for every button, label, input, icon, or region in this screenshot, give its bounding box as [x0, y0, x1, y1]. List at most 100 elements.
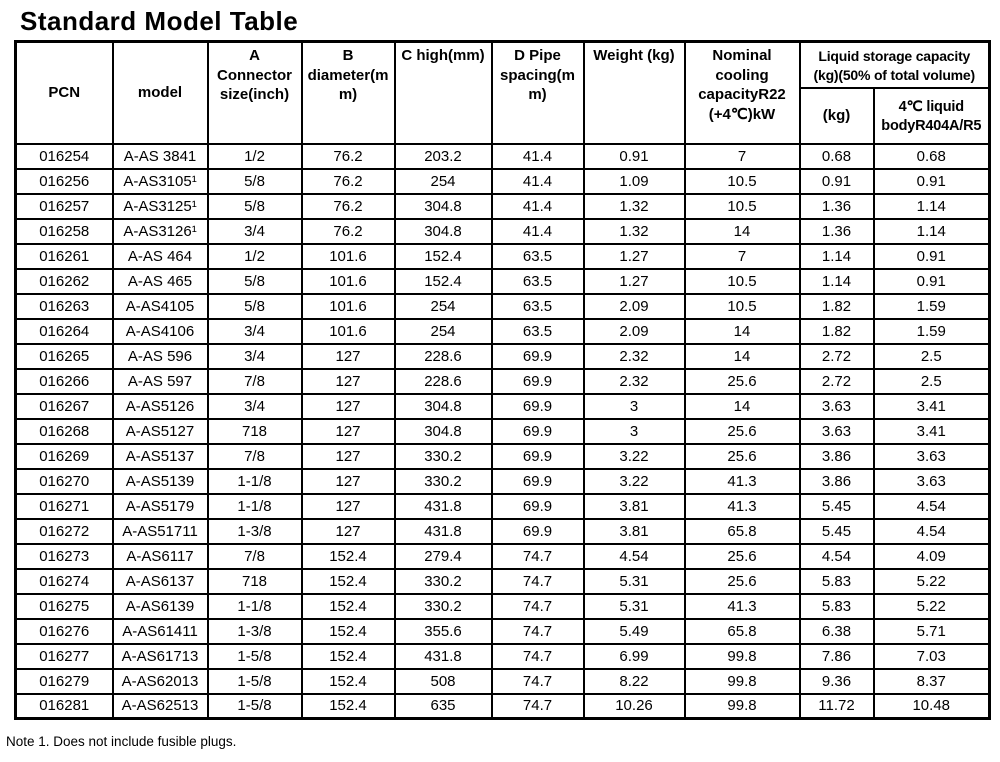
table-cell: 41.3: [683, 492, 801, 520]
table-cell: 101.6: [300, 292, 396, 320]
table-cell: 5.22: [872, 592, 991, 620]
table-cell: 14: [683, 217, 801, 245]
table-cell: 016273: [14, 542, 114, 570]
table-cell: 76.2: [300, 167, 396, 195]
table-cell: 74.7: [490, 692, 585, 720]
table-cell: 1.27: [582, 267, 686, 295]
table-cell: 016265: [14, 342, 114, 370]
table-cell: 0.68: [798, 142, 875, 170]
table-cell: 1.14: [798, 242, 875, 270]
table-cell: A-AS 597: [111, 367, 209, 395]
table-cell: 1.32: [582, 192, 686, 220]
table-cell: 016271: [14, 492, 114, 520]
table-cell: 718: [206, 417, 303, 445]
col-header-liquid-4c-body: 4℃ liquid bodyR404A/R5: [872, 86, 991, 145]
table-cell: 127: [300, 392, 396, 420]
table-cell: 5.22: [872, 567, 991, 595]
table-cell: 7/8: [206, 367, 303, 395]
table-row: 016261 A-AS 464 1/2 101.6 152.4 63.5 1.27 7 1.14…: [14, 242, 991, 270]
table-cell: 1-5/8: [206, 667, 303, 695]
table-cell: 101.6: [300, 267, 396, 295]
table-cell: 016262: [14, 267, 114, 295]
table-cell: 152.4: [300, 542, 396, 570]
table-cell: 1.36: [798, 192, 875, 220]
table-cell: A-AS 465: [111, 267, 209, 295]
table-cell: 330.2: [393, 567, 493, 595]
table-cell: 1.14: [872, 192, 991, 220]
col-header-pipe-spacing: D Pipe spacing(m m): [490, 40, 585, 145]
table-cell: 1.32: [582, 217, 686, 245]
table-cell: 41.4: [490, 142, 585, 170]
table-cell: 152.4: [300, 617, 396, 645]
table-cell: 4.09: [872, 542, 991, 570]
table-cell: 2.72: [798, 367, 875, 395]
table-cell: 016268: [14, 417, 114, 445]
table-cell: 65.8: [683, 617, 801, 645]
table-cell: A-AS4106: [111, 317, 209, 345]
table-cell: 1-1/8: [206, 492, 303, 520]
table-cell: 10.5: [683, 292, 801, 320]
col-header-pcn: PCN: [14, 40, 114, 145]
table-cell: A-AS4105: [111, 292, 209, 320]
table-cell: 127: [300, 417, 396, 445]
table-cell: 101.6: [300, 242, 396, 270]
table-cell: 69.9: [490, 517, 585, 545]
table-cell: 016281: [14, 692, 114, 720]
table-cell: 10.5: [683, 192, 801, 220]
table-row: 016267 A-AS5126 3/4 127 304.8 69.9 3 14 3.63 3.41: [14, 392, 991, 420]
table-cell: 152.4: [300, 592, 396, 620]
table-cell: 4.54: [798, 542, 875, 570]
col-header-height: C high(mm): [393, 40, 493, 145]
table-cell: 5/8: [206, 192, 303, 220]
table-cell: 63.5: [490, 292, 585, 320]
table-cell: 76.2: [300, 142, 396, 170]
table-cell: 14: [683, 392, 801, 420]
table-cell: 41.3: [683, 592, 801, 620]
table-cell: 10.48: [872, 692, 991, 720]
table-cell: 152.4: [300, 692, 396, 720]
table-cell: 69.9: [490, 392, 585, 420]
table-row: 016256 A-AS3105¹ 5/8 76.2 254 41.4 1.09 10.5 0.9…: [14, 167, 991, 195]
table-cell: 127: [300, 467, 396, 495]
table-cell: 69.9: [490, 417, 585, 445]
table-cell: 431.8: [393, 642, 493, 670]
table-cell: 2.32: [582, 367, 686, 395]
table-cell: 1-5/8: [206, 642, 303, 670]
table-cell: 152.4: [300, 567, 396, 595]
table-cell: 3/4: [206, 392, 303, 420]
table-cell: 3.81: [582, 492, 686, 520]
table-row: 016265 A-AS 596 3/4 127 228.6 69.9 2.32 14 2.72 2…: [14, 342, 991, 370]
table-cell: 718: [206, 567, 303, 595]
table-cell: A-AS62013: [111, 667, 209, 695]
table-cell: 14: [683, 317, 801, 345]
header-row-2: (kg) 4℃ liquid bodyR404A/R5: [16, 86, 991, 145]
table-cell: 330.2: [393, 467, 493, 495]
table-cell: 016254: [14, 142, 114, 170]
table-cell: A-AS5137: [111, 442, 209, 470]
table-row: 016272 A-AS51711 1-3/8 127 431.8 69.9 3.81 65.8…: [14, 517, 991, 545]
table-cell: 330.2: [393, 592, 493, 620]
table-cell: 3/4: [206, 317, 303, 345]
page-title: Standard Model Table: [20, 6, 299, 36]
table-cell: 74.7: [490, 617, 585, 645]
table-cell: 63.5: [490, 317, 585, 345]
table-cell: 41.4: [490, 217, 585, 245]
table-cell: 14: [683, 342, 801, 370]
table-cell: 5.31: [582, 592, 686, 620]
table-row: 016279 A-AS62013 1-5/8 152.4 508 74.7 8.22 99.8…: [14, 667, 991, 695]
table-cell: 330.2: [393, 442, 493, 470]
col-header-diameter: B diameter(m m): [300, 40, 396, 145]
table-cell: A-AS6117: [111, 542, 209, 570]
table-cell: 016258: [14, 217, 114, 245]
table-cell: 127: [300, 342, 396, 370]
table-cell: 3/4: [206, 217, 303, 245]
table-cell: 3.86: [798, 442, 875, 470]
table-cell: 99.8: [683, 642, 801, 670]
table-row: 016264 A-AS4106 3/4 101.6 254 63.5 2.09 14 1.82 1…: [14, 317, 991, 345]
table-cell: 25.6: [683, 542, 801, 570]
table-cell: 74.7: [490, 642, 585, 670]
table-cell: 3.22: [582, 467, 686, 495]
table-cell: 74.7: [490, 667, 585, 695]
table-cell: A-AS3105¹: [111, 167, 209, 195]
table-cell: 228.6: [393, 367, 493, 395]
